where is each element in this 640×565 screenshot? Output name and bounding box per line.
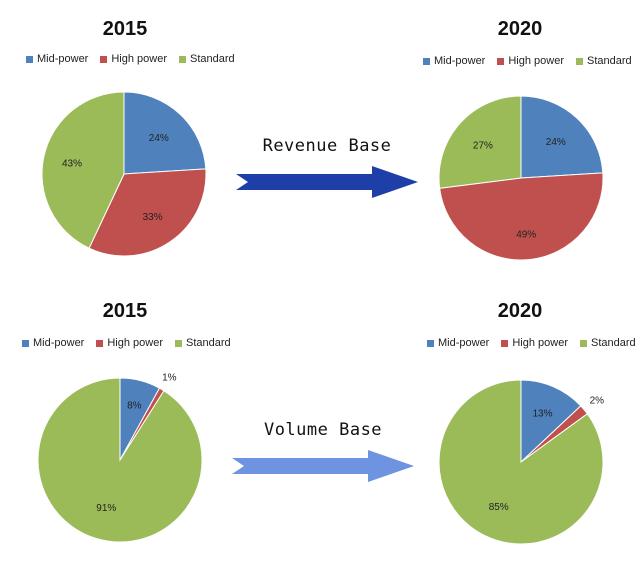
slice-mid-power xyxy=(520,379,582,464)
slice-label: 24% xyxy=(149,133,169,144)
pie-plot: 24% 33% 43% xyxy=(41,91,207,257)
legend-label: High power xyxy=(107,337,163,349)
slice-label: 27% xyxy=(473,140,493,151)
slice-label: 85% xyxy=(489,502,509,513)
legend-swatch-mid-power xyxy=(427,339,434,347)
legend-label: High power xyxy=(508,55,564,67)
legend-label: Mid-power xyxy=(438,337,490,349)
legend-item-high-power: High power xyxy=(501,337,568,349)
chart-legend: Mid-power High power Standard xyxy=(427,337,636,349)
volume-2015-chart: 2015 Mid-power High power Standard 8% 1% 9… xyxy=(10,292,240,557)
legend-item-high-power: High power xyxy=(96,337,163,349)
slice-standard xyxy=(438,95,522,189)
legend-item-mid-power: Mid-power xyxy=(427,337,489,349)
legend-swatch-standard xyxy=(580,339,587,347)
legend-item-standard: Standard xyxy=(580,337,636,349)
legend-label: Mid-power xyxy=(434,55,486,67)
slice-label: 49% xyxy=(516,230,536,241)
arrow-icon xyxy=(232,450,414,482)
legend-label: Standard xyxy=(591,337,636,349)
legend-swatch-mid-power xyxy=(423,57,430,65)
legend-label: High power xyxy=(512,337,568,349)
arrow-icon xyxy=(236,166,418,198)
chart-legend: Mid-power High power Standard xyxy=(26,53,235,65)
chart-title: 2015 xyxy=(102,300,148,322)
legend-swatch-standard xyxy=(179,55,186,63)
pie-plot: 24% 49% 27% xyxy=(438,95,604,261)
legend-item-high-power: High power xyxy=(100,53,167,65)
slice-label: 13% xyxy=(532,408,552,419)
legend-swatch-high-power xyxy=(497,57,505,65)
legend-label: Standard xyxy=(587,55,632,67)
legend-item-standard: Standard xyxy=(179,53,235,65)
legend-swatch-high-power xyxy=(501,339,509,347)
revenue-2015-chart: 2015 Mid-power High power Standard 24% 33… xyxy=(10,10,240,270)
legend-swatch-standard xyxy=(175,339,182,347)
chart-legend: Mid-power High power Standard xyxy=(22,337,231,349)
legend-item-standard: Standard xyxy=(576,55,632,67)
revenue-base-arrow: Revenue Base xyxy=(232,132,422,202)
slice-label: 33% xyxy=(143,212,163,223)
slice-high-power xyxy=(439,172,604,261)
arrow-label: Revenue Base xyxy=(262,136,392,156)
pie-plot: 13% 2% 85% xyxy=(438,379,605,545)
legend-item-standard: Standard xyxy=(175,337,231,349)
chart-title: 2015 xyxy=(102,18,148,40)
legend-label: Mid-power xyxy=(37,53,89,65)
legend-swatch-high-power xyxy=(100,55,108,63)
slice-label: 24% xyxy=(546,137,566,148)
legend-swatch-standard xyxy=(576,57,583,65)
chart-title: 2020 xyxy=(497,18,543,40)
slice-label: 8% xyxy=(127,400,142,411)
legend-item-mid-power: Mid-power xyxy=(22,337,84,349)
slice-standard xyxy=(37,377,203,543)
slice-label: 91% xyxy=(96,503,116,514)
chart-legend: Mid-power High power Standard xyxy=(423,55,632,67)
slice-standard xyxy=(41,91,125,249)
legend-label: High power xyxy=(111,53,167,65)
slice-label: 1% xyxy=(162,373,177,384)
legend-item-high-power: High power xyxy=(497,55,564,67)
legend-label: Mid-power xyxy=(33,337,85,349)
revenue-2020-chart: 2020 Mid-power High power Standard 24% 49… xyxy=(405,10,635,270)
slice-mid-power xyxy=(123,91,207,175)
slice-high-power xyxy=(88,168,207,257)
legend-swatch-mid-power xyxy=(26,55,33,63)
arrow-shape xyxy=(232,450,414,482)
arrow-label: Volume Base xyxy=(263,420,383,440)
volume-base-arrow: Volume Base xyxy=(228,416,418,486)
legend-label: Standard xyxy=(190,53,235,65)
slice-label: 43% xyxy=(62,158,82,169)
legend-swatch-high-power xyxy=(96,339,104,347)
pie-plot: 8% 1% 91% xyxy=(37,373,203,543)
slice-mid-power xyxy=(520,95,604,179)
legend-item-mid-power: Mid-power xyxy=(26,53,88,65)
arrow-shape xyxy=(236,166,418,198)
volume-2020-chart: 2020 Mid-power High power Standard 13% 2%… xyxy=(405,292,636,557)
chart-title: 2020 xyxy=(497,300,543,322)
legend-swatch-mid-power xyxy=(22,339,29,347)
slice-standard xyxy=(438,379,604,545)
slice-label: 2% xyxy=(590,395,605,406)
legend-label: Standard xyxy=(186,337,231,349)
legend-item-mid-power: Mid-power xyxy=(423,55,485,67)
